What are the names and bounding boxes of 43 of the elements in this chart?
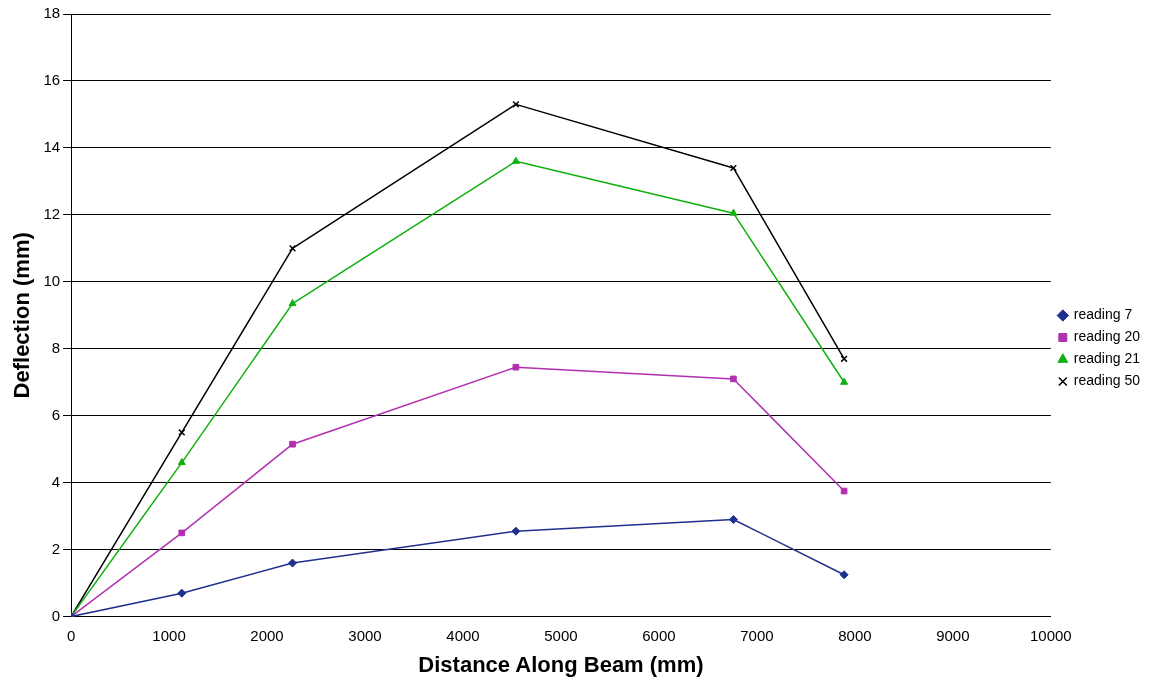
x-tick-label: 7000 (740, 626, 774, 644)
point (289, 440, 296, 448)
point (178, 529, 186, 537)
y-tick-label: 16 (43, 71, 61, 89)
y-tick-label: 6 (51, 405, 61, 423)
point (729, 164, 737, 172)
legend-label: reading 20 (1073, 328, 1141, 345)
point (839, 570, 849, 580)
point (288, 558, 298, 568)
point (840, 377, 849, 385)
y-tick-label: 4 (51, 472, 61, 490)
x-axis-title: Distance Along Beam (mm) (418, 651, 704, 677)
point (730, 375, 737, 383)
y-tick-label: 12 (43, 205, 61, 223)
y-tick-label: 2 (51, 539, 61, 557)
legend-label: reading 50 (1073, 372, 1141, 389)
x-tick-label: 6000 (642, 626, 676, 644)
point (512, 363, 520, 371)
x-tick-label: 5000 (544, 626, 578, 644)
x-tick-label: 10000 (1029, 626, 1072, 644)
y-tick-label: 14 (43, 138, 61, 156)
point (729, 208, 738, 216)
point (840, 487, 848, 495)
legend-label: reading 7 (1073, 306, 1133, 323)
y-tick-label: 18 (43, 4, 61, 22)
x-tick-label: 2000 (250, 626, 284, 644)
x-tick-label: 8000 (838, 626, 872, 644)
point (728, 515, 738, 525)
point (177, 588, 187, 598)
point (511, 156, 520, 164)
x-tick-label: 4000 (446, 626, 480, 644)
x-tick-label: 9000 (936, 626, 970, 644)
x-tick-label: 3000 (348, 626, 382, 644)
point (511, 526, 521, 536)
legend-label: reading 21 (1073, 350, 1141, 367)
point (177, 458, 186, 466)
y-tick-label: 10 (43, 271, 61, 289)
x-tick-label: 1000 (152, 626, 186, 644)
y-tick-label: 0 (51, 606, 61, 624)
y-axis-title: Deflection (mm) (9, 232, 35, 399)
point (288, 299, 297, 307)
x-tick-label: 0 (66, 626, 76, 644)
y-tick-label: 8 (51, 338, 61, 356)
